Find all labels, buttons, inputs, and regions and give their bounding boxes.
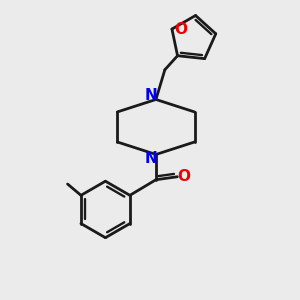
Text: N: N (145, 151, 158, 166)
Text: O: O (177, 169, 190, 184)
Text: O: O (174, 22, 187, 37)
Text: N: N (145, 88, 158, 104)
